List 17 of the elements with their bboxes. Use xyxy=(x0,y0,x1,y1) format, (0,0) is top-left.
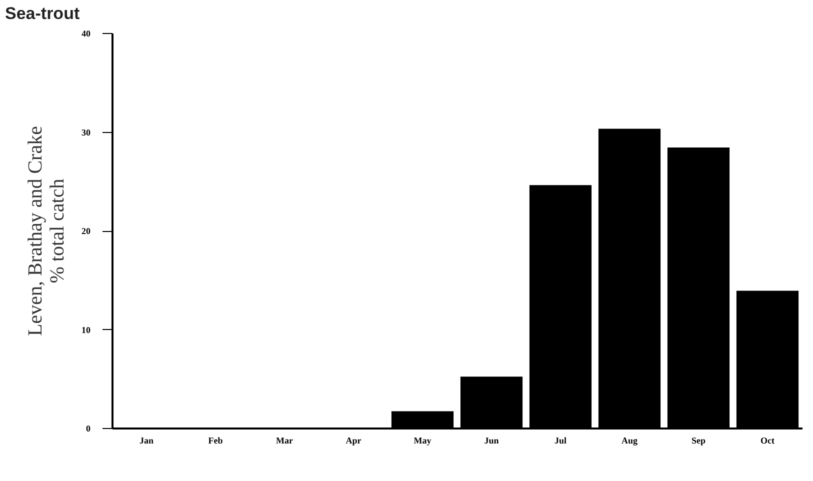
x-tick-label: Apr xyxy=(346,436,362,446)
x-tick-label: Jun xyxy=(484,436,499,446)
x-tick-label: Feb xyxy=(208,436,223,446)
x-tick-label: Sep xyxy=(691,436,706,446)
x-tick-label: Jul xyxy=(554,436,567,446)
y-tick-label: 20 xyxy=(82,226,91,236)
y-tick-label: 0 xyxy=(86,424,91,434)
x-tick-label: Jan xyxy=(139,436,154,446)
chart-title: Sea-trout xyxy=(5,4,80,23)
y-tick-label: 10 xyxy=(82,324,91,335)
x-tick-label: May xyxy=(414,436,432,446)
x-tick-label: Aug xyxy=(621,436,638,446)
y-axis-title: Leven, Brathay and Crake % total catch xyxy=(24,126,68,336)
x-tick-label: Oct xyxy=(760,436,774,446)
x-tick-label: Mar xyxy=(276,436,293,446)
y-tick-label: 30 xyxy=(82,127,91,138)
y-tick-label: 40 xyxy=(82,28,91,38)
